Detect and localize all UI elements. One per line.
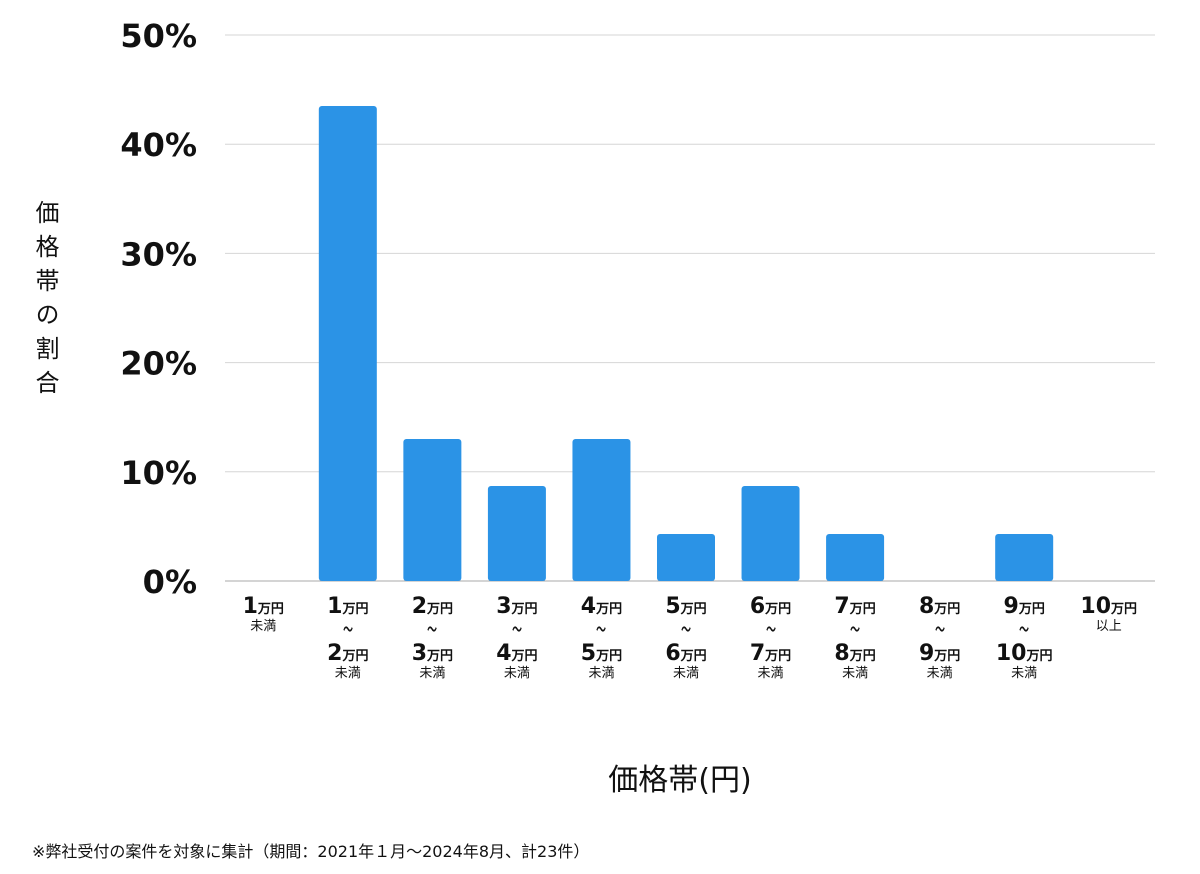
x-tick-label: 8万円〜 9万円 未満: [898, 594, 982, 680]
range-note: 以上: [1095, 619, 1122, 634]
x-tick-label: 4万円〜 5万円 未満: [559, 594, 643, 680]
bar: [657, 534, 715, 581]
price-value: 8万円: [834, 641, 876, 666]
bar: [826, 534, 885, 581]
range-note: 未満: [250, 619, 277, 634]
range-note: 未満: [842, 666, 869, 681]
range-separator: 〜: [681, 620, 691, 639]
bar: [487, 485, 546, 581]
price-value: 5万円: [665, 594, 707, 619]
y-tick-label: 50%: [120, 17, 197, 55]
price-value: 1万円: [327, 594, 369, 619]
range-separator: 〜: [427, 620, 438, 639]
x-tick-label: 1万円 未満: [221, 594, 305, 633]
price-value: 10万円: [1080, 594, 1138, 619]
price-value: 7万円: [749, 641, 792, 666]
x-tick-label: 7万円〜 8万円 未満: [813, 594, 897, 680]
range-note: 未満: [334, 666, 361, 681]
y-tick-label: 20%: [120, 345, 197, 383]
y-tick-label: 0%: [143, 563, 197, 601]
price-value: 2万円: [327, 641, 369, 666]
bar: [318, 105, 377, 581]
y-axis-label: 価格帯の割合: [31, 200, 59, 404]
y-tick-label: 30%: [120, 235, 197, 273]
x-tick-label: 10万円 以上: [1067, 594, 1151, 633]
range-note: 未満: [672, 666, 699, 681]
x-axis-label: 価格帯(円): [608, 763, 752, 798]
y-tick-label: 40%: [120, 126, 197, 164]
range-separator: 〜: [596, 620, 607, 639]
x-tick-label: 9万円〜 10万円 未満: [982, 594, 1066, 680]
range-note: 未満: [1011, 666, 1038, 681]
range-note: 未満: [926, 666, 953, 681]
x-tick-label: 1万円〜 2万円 未満: [306, 594, 390, 680]
price-value: 9万円: [918, 641, 961, 666]
bar: [995, 534, 1054, 581]
range-note: 未満: [588, 666, 615, 681]
bar: [741, 485, 800, 581]
price-value: 6万円: [665, 641, 707, 666]
y-tick-label: 10%: [120, 454, 197, 492]
bar: [403, 439, 462, 581]
range-separator: 〜: [765, 620, 776, 639]
range-separator: 〜: [343, 620, 353, 639]
range-note: 未満: [503, 666, 530, 681]
x-tick-label: 5万円〜 6万円 未満: [644, 594, 728, 680]
footnote: ※弊社受付の案件を対象に集計（期間：2021年１月〜2024年8月、計23件）: [32, 842, 590, 861]
range-separator: 〜: [1019, 620, 1029, 639]
range-note: 未満: [757, 666, 784, 681]
x-tick-label: 2万円〜 3万円 未満: [390, 594, 474, 680]
price-value: 3万円: [496, 594, 538, 619]
price-value: 3万円: [411, 641, 454, 666]
x-tick-label: 3万円〜 4万円 未満: [475, 594, 559, 680]
x-tick-label: 6万円〜 7万円 未満: [729, 594, 813, 680]
price-value: 6万円: [749, 594, 792, 619]
price-value: 7万円: [834, 594, 876, 619]
price-value: 9万円: [1003, 594, 1045, 619]
range-separator: 〜: [934, 620, 945, 639]
bar: [572, 439, 631, 581]
price-value: 4万円: [496, 641, 538, 666]
range-note: 未満: [419, 666, 446, 681]
range-separator: 〜: [512, 620, 522, 639]
price-value: 2万円: [411, 594, 454, 619]
price-value: 5万円: [580, 641, 623, 666]
price-value: 4万円: [580, 594, 623, 619]
price-value: 1万円: [242, 594, 284, 619]
price-value: 8万円: [918, 594, 961, 619]
range-separator: 〜: [850, 620, 860, 639]
price-value: 10万円: [995, 641, 1053, 666]
